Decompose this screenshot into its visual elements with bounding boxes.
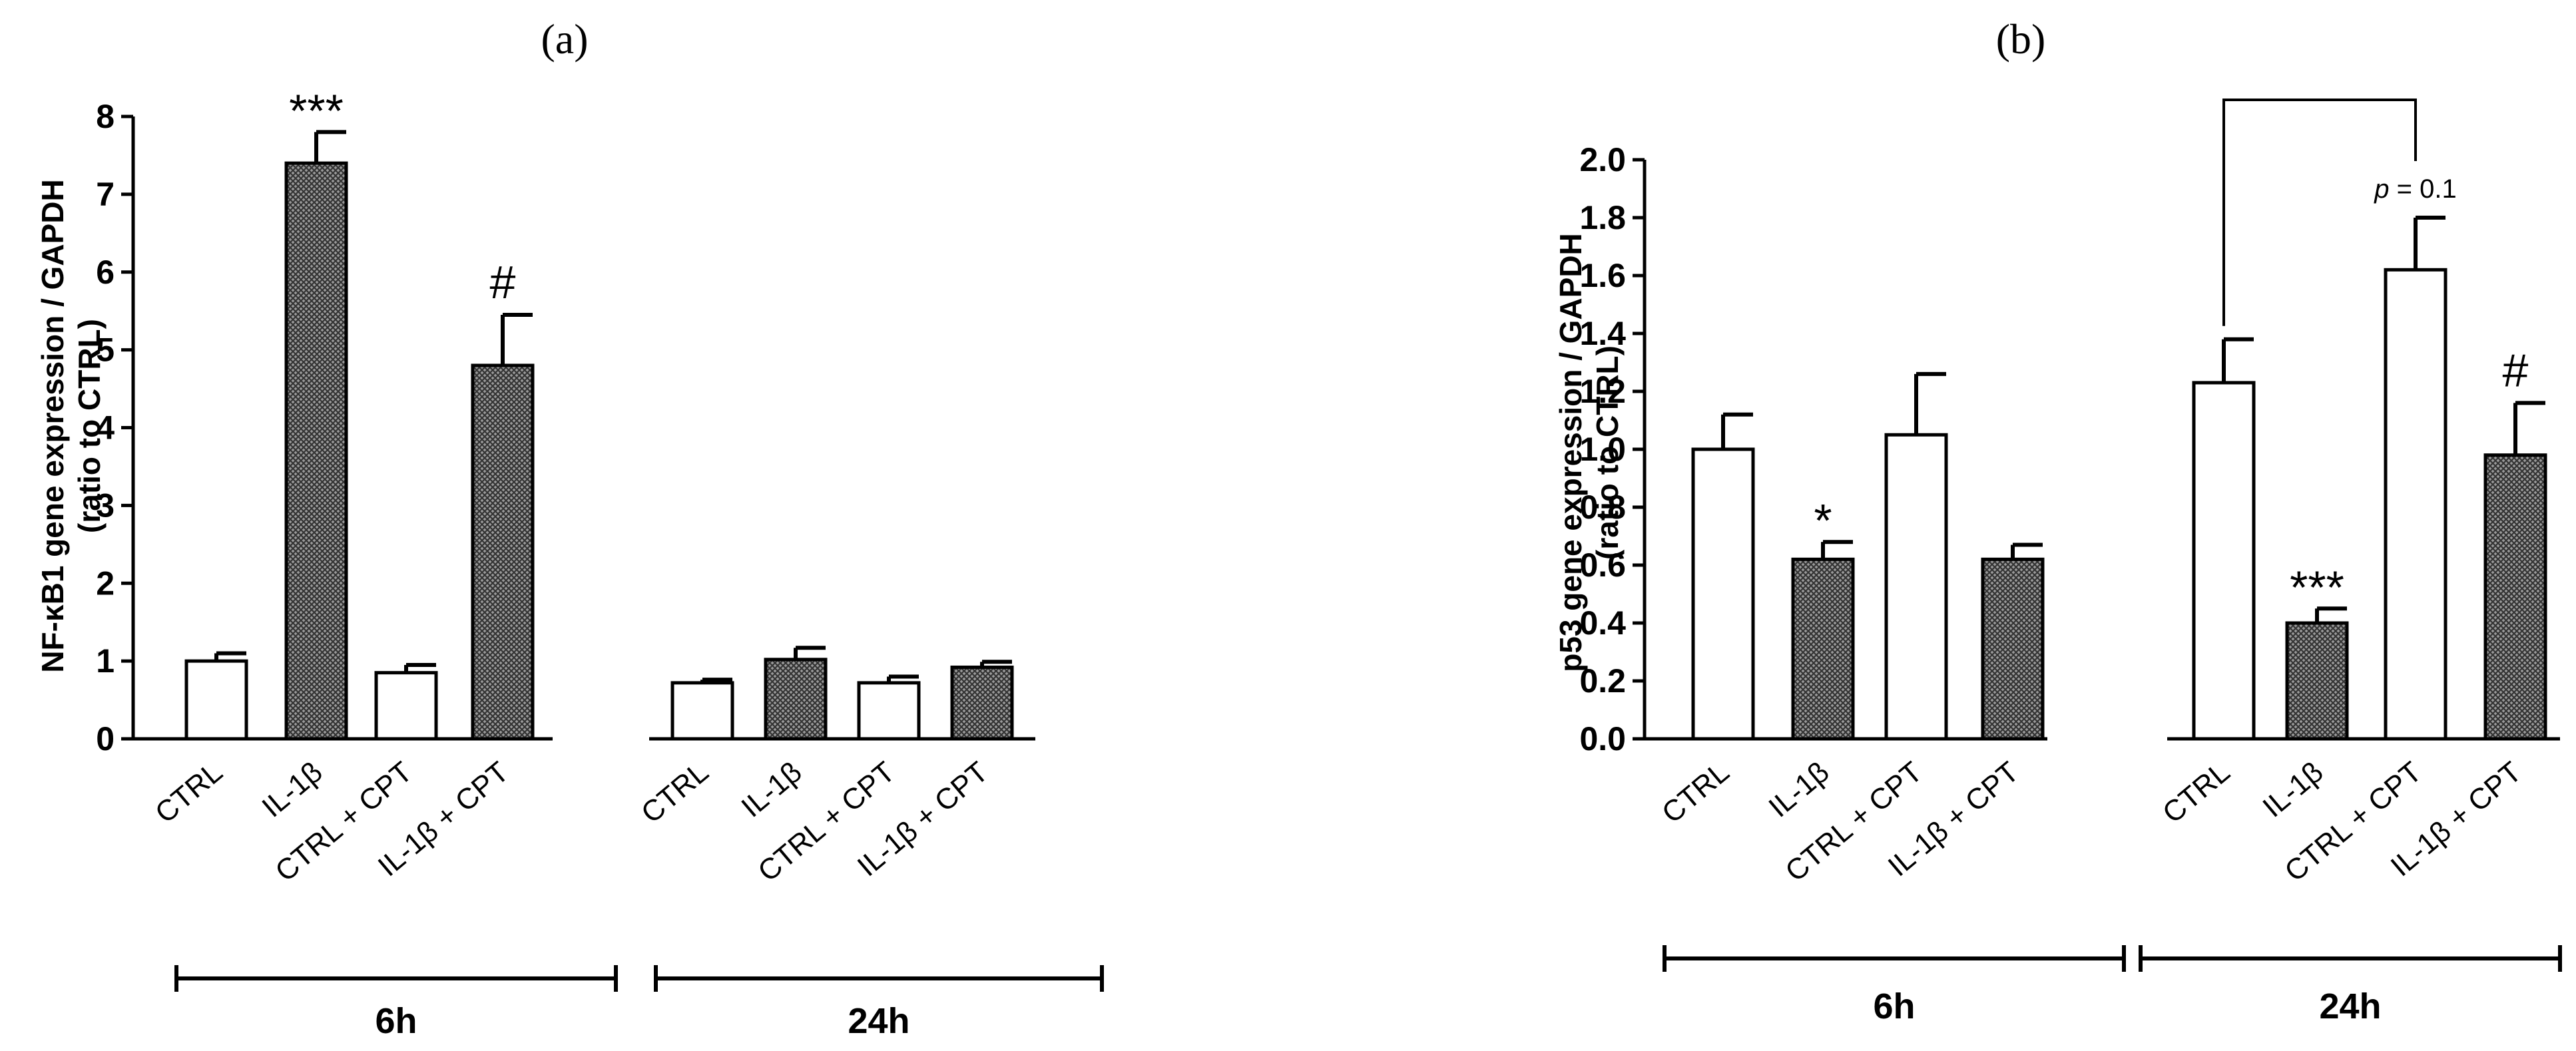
y-tick-label: 2 — [96, 564, 115, 602]
y-tick-label: 3 — [96, 487, 115, 524]
y-tick-label: 0.0 — [1579, 720, 1626, 757]
category-label: IL-1β — [2256, 755, 2329, 824]
y-tick-label: 1.8 — [1579, 199, 1626, 236]
y-tick-label: 1.2 — [1579, 373, 1626, 410]
bar — [1691, 447, 1755, 741]
y-axis-title: p53 gene expression / GAPDH — [1553, 233, 1588, 672]
y-axis-title: NF-κB1 gene expression / GAPDH — [35, 179, 70, 672]
bar — [1981, 557, 2045, 741]
significance-label: *** — [2290, 561, 2344, 613]
bar — [184, 659, 248, 741]
category-label: IL-1β — [256, 755, 328, 824]
significance-label: *** — [289, 85, 344, 136]
y-tick-label: 5 — [96, 331, 115, 369]
group-label: 6h — [1873, 986, 1915, 1026]
p-value-symbol: p — [2374, 174, 2389, 204]
comparison-bracket — [2222, 99, 2417, 326]
significance-label: # — [490, 256, 516, 308]
y-tick-label: 0 — [96, 720, 115, 757]
group-label: 24h — [848, 1001, 909, 1041]
y-tick-label: 1.4 — [1579, 315, 1626, 352]
bar — [2285, 621, 2349, 741]
bar — [1791, 557, 1855, 741]
bar — [471, 363, 535, 741]
bar — [374, 671, 438, 741]
y-tick-label: 0.4 — [1579, 604, 1626, 642]
category-label: CTRL — [149, 755, 229, 829]
category-label: CTRL — [635, 755, 715, 829]
y-tick-label: 1 — [96, 642, 115, 680]
bar — [2192, 381, 2256, 741]
panel-a-chart: (a) NF-κB1 gene expression / GAPDH (ratio … — [35, 15, 1104, 1041]
y-tick-label: 0.2 — [1579, 662, 1626, 700]
panel-label: (b) — [1996, 15, 2046, 63]
bar — [2483, 453, 2547, 741]
panel-b-chart: (b) p53 gene expression / GAPDH (ratio to … — [1553, 15, 2562, 1026]
bar — [857, 681, 921, 741]
bar — [670, 681, 734, 741]
category-label: IL-1β — [735, 755, 808, 824]
bar — [1884, 433, 1948, 741]
category-label: IL-1β — [1762, 755, 1835, 824]
y-axis-title-unit: (ratio to CTRL) — [1590, 345, 1625, 560]
group-label: 6h — [375, 1001, 417, 1041]
y-tick-label: 8 — [96, 98, 115, 135]
bar — [950, 665, 1014, 741]
y-tick-label: 2.0 — [1579, 141, 1626, 178]
significance-label: * — [1814, 495, 1832, 546]
p-value-number: = 0.1 — [2390, 174, 2457, 204]
y-tick-label: 4 — [96, 409, 115, 447]
y-tick-label: 6 — [96, 254, 115, 291]
y-tick-label: 0.6 — [1579, 546, 1626, 584]
y-tick-label: 1.0 — [1579, 431, 1626, 468]
y-tick-label: 7 — [96, 176, 115, 213]
category-label: CTRL — [1656, 755, 1736, 829]
panel-label: (a) — [541, 15, 588, 63]
y-tick-label: 0.8 — [1579, 489, 1626, 526]
bar — [2384, 268, 2447, 741]
p-value-label: p = 0.1 — [2374, 174, 2456, 204]
y-axis-title-unit: (ratio to CTRL) — [72, 319, 107, 533]
group-label: 24h — [2319, 986, 2381, 1026]
category-label: CTRL — [2157, 755, 2236, 829]
y-tick-label: 1.6 — [1579, 257, 1626, 294]
significance-label: # — [2503, 344, 2529, 396]
bar — [764, 658, 828, 741]
bar — [284, 161, 348, 741]
